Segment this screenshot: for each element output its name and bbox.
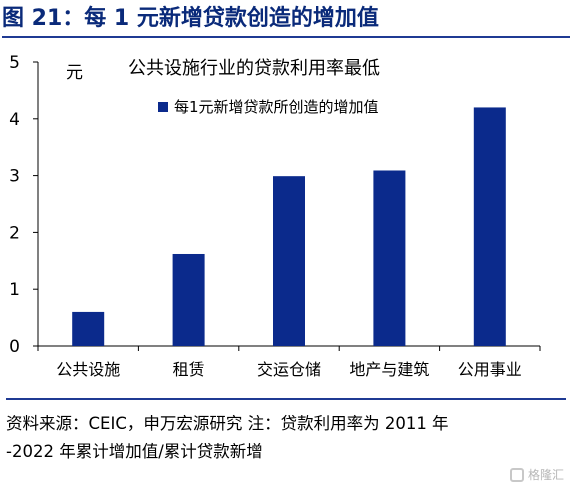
y-tick-label: 4 [9,110,20,130]
watermark: 格隆汇 [509,466,564,483]
bar-chart: 0 1 2 3 4 5 公共设施 租赁 交运仓储 地产与建筑 公用事业 元 公共设施行业的贷款利用… [9,53,541,379]
y-tick-label: 5 [9,53,20,73]
y-tick-label: 0 [9,337,20,357]
x-tick-label: 交运仓储 [257,360,321,379]
x-tick-label: 租赁 [173,360,205,379]
bar [172,253,205,346]
bar [72,311,105,346]
x-tick-label: 公用事业 [458,360,522,379]
figure-title: 图 21：每 1 元新增贷款创造的增加值 [2,2,570,38]
x-tick-label: 公共设施 [56,360,120,379]
legend-label: 每1元新增贷款所创造的增加值 [174,98,379,116]
x-axis: 公共设施 租赁 交运仓储 地产与建筑 公用事业 [37,345,541,379]
y-tick-label: 1 [9,280,20,300]
bar [373,170,406,346]
bar [273,176,305,346]
y-tick-label: 3 [9,167,20,187]
legend-swatch [158,102,168,112]
bar [473,107,506,346]
source-note-line-2: -2022 年累计增加值/累计贷款新增 [6,442,263,461]
source-note-line-1: 资料来源：CEIC，申万宏源研究 注：贷款利用率为 2011 年 [6,414,449,433]
watermark-text: 格隆汇 [527,468,564,482]
chart-subtitle: 公共设施行业的贷款利用率最低 [128,58,380,79]
y-tick-label: 2 [9,223,20,243]
y-axis: 0 1 2 3 4 5 [9,53,39,357]
source-note: 资料来源：CEIC，申万宏源研究 注：贷款利用率为 2011 年 -2022 年… [6,398,566,466]
bars [72,107,506,346]
y-axis-unit-label: 元 [66,63,83,83]
x-tick-label: 地产与建筑 [349,360,429,379]
brand-logo-icon [509,467,524,482]
